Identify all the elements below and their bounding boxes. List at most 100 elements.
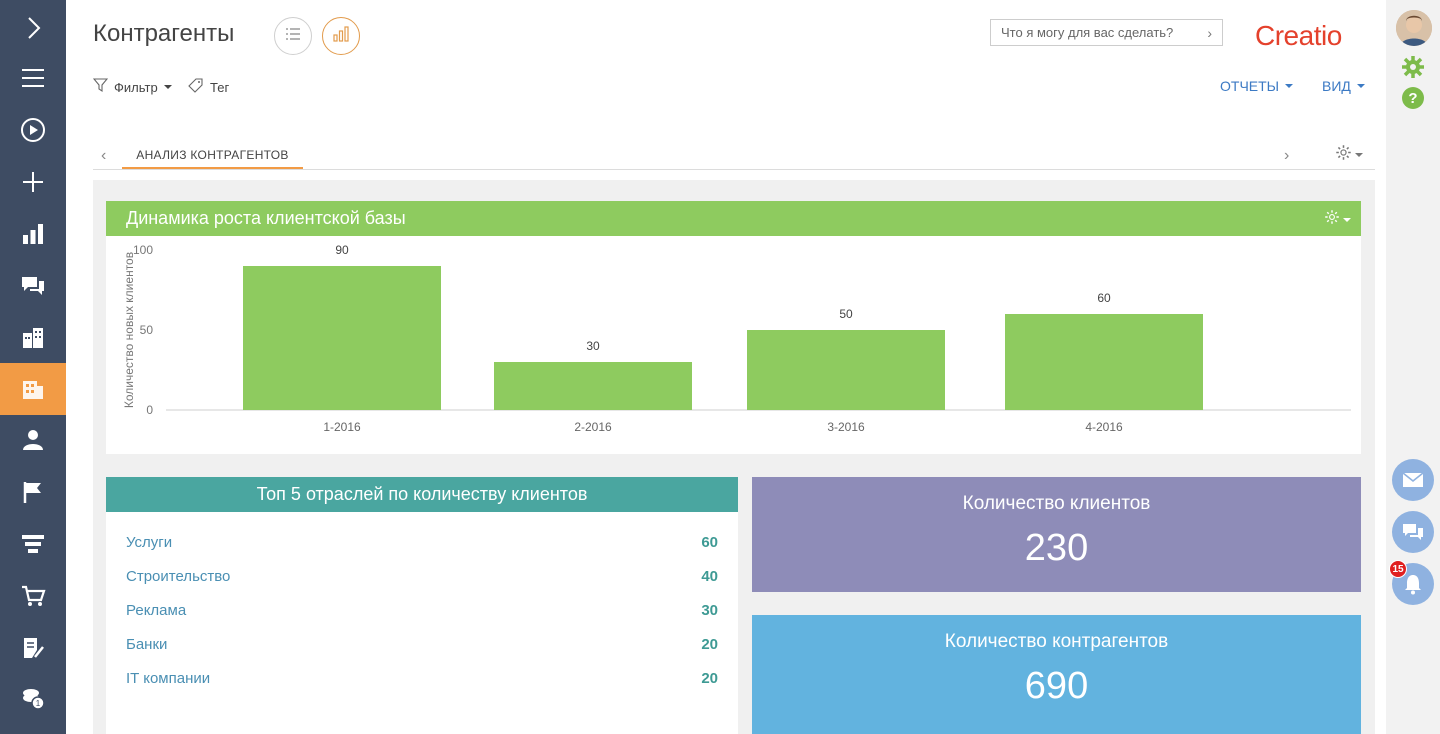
kpi-clients-widget: Количество клиентов 230 [752, 477, 1361, 592]
notification-badge: 15 [1389, 560, 1407, 578]
caret-down-icon [1343, 217, 1351, 222]
filter-label: Фильтр [114, 79, 158, 95]
chart-icon [332, 25, 350, 47]
x-tick-label: 2-2016 [574, 420, 612, 434]
x-tick-label: 4-2016 [1085, 420, 1123, 434]
view-button[interactable]: ВИД [1322, 78, 1365, 94]
data-label: 60 [1097, 291, 1111, 305]
email-icon[interactable] [1392, 459, 1434, 501]
help-icon[interactable]: ? [1400, 85, 1426, 111]
feed-icon[interactable] [0, 260, 66, 312]
gear-icon [1335, 144, 1352, 166]
kpi-contractors-value: 690 [1024, 665, 1089, 707]
data-label: 50 [839, 307, 853, 321]
bar [747, 330, 945, 410]
contact-icon[interactable] [0, 414, 66, 466]
industry-label[interactable]: IT компании [126, 670, 211, 687]
top5-industries-widget: Топ 5 отраслей по количеству клиентов Ус… [106, 477, 738, 734]
reports-label: ОТЧЕТЫ [1220, 78, 1280, 94]
tab-contractor-analysis[interactable]: АНАЛИЗ КОНТРАГЕНТОВ [122, 148, 303, 170]
analytics-view-button[interactable] [322, 17, 360, 55]
svg-text:1: 1 [36, 699, 41, 708]
industry-value: 30 [701, 602, 718, 619]
brand-logo: Creatio [1255, 20, 1342, 51]
caret-down-icon [163, 85, 172, 89]
chevron-right-icon[interactable]: › [1207, 25, 1212, 41]
kpi-clients-value: 230 [1024, 527, 1089, 569]
gear-icon [1324, 209, 1340, 230]
y-axis-label: Количество новых клиентов [122, 252, 136, 408]
gear-icon[interactable] [1400, 54, 1426, 80]
industry-value: 20 [701, 670, 718, 687]
dashboard-settings-button[interactable] [1335, 144, 1363, 166]
left-sidebar: 1 [0, 0, 66, 734]
industry-value: 60 [701, 534, 718, 551]
filter-button[interactable]: Фильтр [92, 78, 172, 96]
svg-text:?: ? [1408, 90, 1417, 107]
bar [1005, 314, 1203, 410]
y-tick-label: 100 [133, 243, 153, 257]
analytics-icon[interactable] [0, 208, 66, 260]
industry-value: 40 [701, 568, 718, 585]
right-rail: ? 15 [1386, 0, 1440, 734]
menu-icon[interactable] [0, 52, 66, 104]
x-tick-label: 1-2016 [323, 420, 361, 434]
chat-icon[interactable] [1392, 511, 1434, 553]
kpi-clients-title: Количество клиентов [962, 493, 1151, 514]
tag-button[interactable]: Тег [188, 78, 229, 96]
command-search-input[interactable]: Что я могу для вас сделать? › [990, 19, 1223, 46]
tab-divider [93, 169, 1375, 170]
tag-icon [188, 78, 204, 96]
data-label: 30 [586, 339, 600, 353]
reports-button[interactable]: ОТЧЕТЫ [1220, 78, 1294, 94]
caret-down-icon [1355, 153, 1363, 157]
caret-down-icon [1285, 84, 1294, 88]
tag-label: Тег [210, 79, 230, 95]
expand-icon[interactable] [0, 2, 66, 54]
flag-icon[interactable] [0, 466, 66, 518]
tab-scroll-right-icon[interactable]: › [1284, 147, 1290, 164]
y-tick-label: 50 [140, 323, 154, 337]
industry-label[interactable]: Реклама [126, 602, 187, 619]
bar [243, 266, 441, 410]
accounts-icon[interactable] [0, 312, 66, 364]
kpi-contractors-widget: Количество контрагентов 690 [752, 615, 1361, 734]
list-item[interactable]: Банки 20 [126, 636, 718, 656]
x-tick-label: 3-2016 [827, 420, 865, 434]
list-icon [285, 27, 301, 46]
contractors-icon[interactable] [0, 363, 66, 415]
chart-settings-button[interactable] [1324, 209, 1351, 230]
industry-value: 20 [701, 636, 718, 653]
y-tick-label: 0 [146, 403, 153, 417]
industry-label[interactable]: Строительство [126, 568, 231, 585]
chart-widget-header: Динамика роста клиентской базы [106, 201, 1361, 236]
bar [494, 362, 692, 410]
funnel-icon[interactable] [0, 518, 66, 570]
industry-label[interactable]: Услуги [126, 534, 173, 551]
search-placeholder: Что я могу для вас сделать? [1001, 25, 1174, 40]
list-view-button[interactable] [274, 17, 312, 55]
list-item[interactable]: IT компании 20 [126, 670, 718, 690]
dashboard-area: Динамика роста клиентской базы 0 50 100 Кол… [93, 180, 1375, 734]
list-item[interactable]: Услуги 60 [126, 534, 718, 554]
data-label: 90 [335, 243, 349, 257]
view-label: ВИД [1322, 78, 1351, 94]
tab-scroll-left-icon[interactable]: ‹ [101, 147, 107, 164]
kpi-contractors-title: Количество контрагентов [944, 631, 1169, 652]
list-item[interactable]: Реклама 30 [126, 602, 718, 622]
chart-widget: Динамика роста клиентской базы 0 50 100 Кол… [106, 201, 1361, 454]
industry-label[interactable]: Банки [126, 636, 168, 653]
filter-icon [92, 78, 109, 96]
play-icon[interactable] [0, 104, 66, 156]
caret-down-icon [1356, 84, 1365, 88]
avatar[interactable] [1396, 10, 1432, 46]
chart-title: Динамика роста клиентской базы [126, 208, 406, 228]
list-item[interactable]: Строительство 40 [126, 568, 718, 588]
document-icon[interactable] [0, 622, 66, 674]
page-title: Контрагенты [93, 20, 235, 47]
top5-title: Топ 5 отраслей по количеству клиентов [106, 477, 738, 512]
cart-icon[interactable] [0, 570, 66, 622]
coins-icon[interactable]: 1 [0, 672, 66, 724]
plus-icon[interactable] [0, 156, 66, 208]
